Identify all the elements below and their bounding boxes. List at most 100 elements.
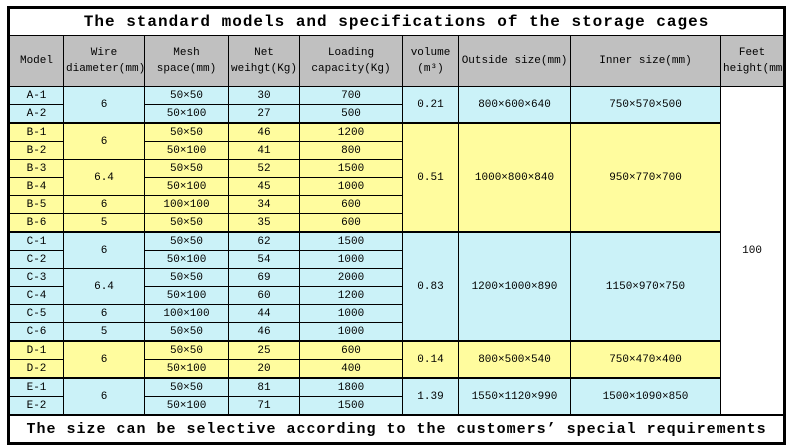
cell-mesh-space: 50×50 [144, 268, 229, 287]
row-A-1: A-1 6 50×50 30 700 0.21 800×600×640 750×… [8, 86, 786, 416]
cell-volume: 1.39 [402, 377, 459, 416]
row-C-5: C-5 6 100×100 44 1000 [8, 304, 785, 323]
cell-model: C-1 [8, 231, 64, 251]
cell-net-weight: 46 [228, 122, 300, 142]
cell-wire-diameter: 6 [63, 231, 145, 269]
cell-mesh-space: 50×100 [144, 359, 229, 379]
cell-loading-capacity: 800 [299, 141, 403, 160]
row-B-1: B-1 6 50×50 46 1200 0.51 1000×800×840 95… [8, 122, 785, 233]
cell-net-weight: 44 [228, 304, 300, 323]
cell-loading-capacity: 1000 [299, 250, 403, 269]
cell-inner-size: 750×470×400 [570, 340, 721, 379]
cell-net-weight: 71 [228, 396, 300, 416]
column-header-outside-size: Outside size(mm) [458, 35, 571, 87]
cell-loading-capacity: 600 [299, 195, 403, 214]
row-E-1: E-1 6 50×50 81 1800 1.39 1550×1120×990 1… [8, 377, 785, 416]
cell-loading-capacity: 1000 [299, 322, 403, 342]
cell-model: B-3 [8, 159, 64, 178]
cell-loading-capacity: 1500 [299, 396, 403, 416]
cell-mesh-space: 50×100 [144, 104, 229, 124]
cell-loading-capacity: 1200 [299, 286, 403, 305]
cell-mesh-space: 100×100 [144, 304, 229, 323]
cell-model: A-2 [8, 104, 64, 124]
cell-loading-capacity: 1500 [299, 231, 403, 251]
cell-net-weight: 34 [228, 195, 300, 214]
table-footer-row: The size can be selective according to t… [7, 414, 786, 444]
cell-model: E-1 [8, 377, 64, 397]
cell-model: D-1 [8, 340, 64, 360]
row-D-2: D-2 50×100 20 400 [8, 359, 785, 379]
cell-model: B-6 [8, 213, 64, 233]
cell-loading-capacity: 500 [299, 104, 403, 124]
cell-wire-diameter: 5 [63, 213, 145, 233]
cell-net-weight: 35 [228, 213, 300, 233]
column-header-volume: volume (m³) [402, 35, 459, 87]
column-header-inner-size: Inner size(mm) [570, 35, 721, 87]
cell-wire-diameter: 6 [63, 122, 145, 160]
cell-mesh-space: 50×100 [144, 396, 229, 416]
cell-net-weight: 27 [228, 104, 300, 124]
column-header-model: Model [8, 35, 64, 87]
row-B-6: B-6 5 50×50 35 600 [8, 213, 785, 233]
column-header-feet-height: Feet height(mm) [719, 35, 786, 87]
cell-loading-capacity: 1200 [299, 122, 403, 142]
cell-model: C-5 [8, 304, 64, 323]
table-footer-note: The size can be selective according to t… [7, 414, 786, 444]
cell-model: C-3 [8, 268, 64, 287]
cell-net-weight: 41 [228, 141, 300, 160]
cell-net-weight: 60 [228, 286, 300, 305]
cell-outside-size: 1550×1120×990 [458, 377, 571, 416]
column-header-net-weight: Net weihgt(Kg) [228, 35, 300, 87]
cell-wire-diameter: 6.4 [63, 159, 145, 196]
cell-wire-diameter: 5 [63, 322, 145, 342]
cell-mesh-space: 50×50 [144, 322, 229, 342]
cell-loading-capacity: 2000 [299, 268, 403, 287]
cell-model: B-5 [8, 195, 64, 214]
cell-mesh-space: 100×100 [144, 195, 229, 214]
cell-outside-size: 1000×800×840 [458, 122, 571, 233]
column-header-wire-diameter: Wire diameter(mm) [63, 35, 145, 87]
cell-model: B-4 [8, 177, 64, 196]
cell-net-weight: 69 [228, 268, 300, 287]
cell-mesh-space: 50×50 [144, 340, 229, 360]
cell-wire-diameter: 6 [63, 377, 145, 416]
cell-outside-size: 800×500×540 [458, 340, 571, 379]
row-C-6: C-6 5 50×50 46 1000 [8, 322, 785, 342]
cell-mesh-space: 50×50 [144, 377, 229, 397]
cell-model: C-2 [8, 250, 64, 269]
cell-wire-diameter: 6 [63, 195, 145, 214]
column-header-mesh-space: Mesh space(mm) [144, 35, 229, 87]
row-A-2: A-2 50×100 27 500 [8, 104, 785, 124]
cell-outside-size: 800×600×640 [458, 86, 571, 124]
cell-inner-size: 950×770×700 [570, 122, 721, 233]
cell-net-weight: 54 [228, 250, 300, 269]
cell-volume: 0.83 [402, 231, 459, 342]
cell-loading-capacity: 700 [299, 86, 403, 105]
cell-inner-size: 1500×1090×850 [570, 377, 721, 416]
cell-loading-capacity: 400 [299, 359, 403, 379]
row-E-2: E-2 50×100 71 1500 [8, 396, 785, 416]
cell-net-weight: 30 [228, 86, 300, 105]
cell-mesh-space: 50×50 [144, 86, 229, 105]
cell-net-weight: 20 [228, 359, 300, 379]
row-B-3: B-3 6.4 50×50 52 1500 [8, 159, 785, 196]
cell-volume: 0.14 [402, 340, 459, 379]
storage-cages-spec-table: The standard models and specifications o… [7, 6, 787, 445]
cell-mesh-space: 50×50 [144, 213, 229, 233]
cell-model: B-1 [8, 122, 64, 142]
cell-wire-diameter: 6 [63, 86, 145, 124]
cell-mesh-space: 50×100 [144, 286, 229, 305]
column-header-row: Model Wire diameter(mm) Mesh space(mm) N… [8, 35, 786, 87]
cell-mesh-space: 50×50 [144, 231, 229, 251]
cell-volume: 0.51 [402, 122, 459, 233]
row-B-5: B-5 6 100×100 34 600 [8, 195, 785, 214]
cell-loading-capacity: 1000 [299, 177, 403, 196]
cell-model: A-1 [8, 86, 64, 105]
column-header-loading-capacity: Loading capacity(Kg) [299, 35, 403, 87]
cell-net-weight: 62 [228, 231, 300, 251]
cell-outside-size: 1200×1000×890 [458, 231, 571, 342]
row-D-1: D-1 6 50×50 25 600 0.14 800×500×540 750×… [8, 340, 785, 379]
cell-loading-capacity: 1500 [299, 159, 403, 178]
cell-loading-capacity: 600 [299, 340, 403, 360]
cell-inner-size: 1150×970×750 [570, 231, 721, 342]
